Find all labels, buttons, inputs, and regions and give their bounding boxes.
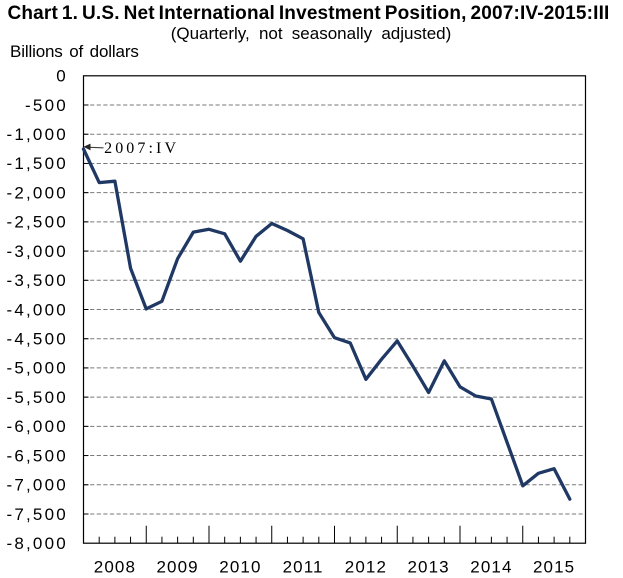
- svg-text:-2,500: -2,500: [6, 213, 67, 232]
- svg-text:-1,000: -1,000: [6, 125, 67, 144]
- svg-text:-6,500: -6,500: [6, 446, 67, 465]
- svg-text:-3,500: -3,500: [6, 271, 67, 290]
- svg-text:2015: 2015: [533, 558, 575, 577]
- svg-text:-3,000: -3,000: [6, 242, 67, 261]
- svg-text:2008: 2008: [94, 558, 136, 577]
- svg-text:2014: 2014: [470, 558, 512, 577]
- svg-text:-5,500: -5,500: [6, 388, 67, 407]
- svg-text:2011: 2011: [283, 558, 324, 577]
- svg-text:-7,000: -7,000: [6, 476, 67, 495]
- svg-text:-8,000: -8,000: [6, 534, 67, 553]
- svg-text:-6,000: -6,000: [6, 417, 67, 436]
- svg-text:2013: 2013: [407, 558, 449, 577]
- svg-text:-500: -500: [25, 96, 68, 115]
- svg-text:-4,000: -4,000: [6, 300, 67, 319]
- svg-text:2009: 2009: [156, 558, 198, 577]
- svg-text:2010: 2010: [219, 558, 261, 577]
- svg-text:-7,500: -7,500: [6, 505, 67, 524]
- svg-text:-5,000: -5,000: [6, 359, 67, 378]
- svg-text:-4,500: -4,500: [6, 330, 67, 349]
- svg-text:2007:IV: 2007:IV: [104, 140, 179, 157]
- svg-text:-2,000: -2,000: [6, 183, 67, 202]
- svg-text:2012: 2012: [345, 558, 387, 577]
- svg-text:-1,500: -1,500: [6, 154, 67, 173]
- svg-text:0: 0: [56, 67, 68, 86]
